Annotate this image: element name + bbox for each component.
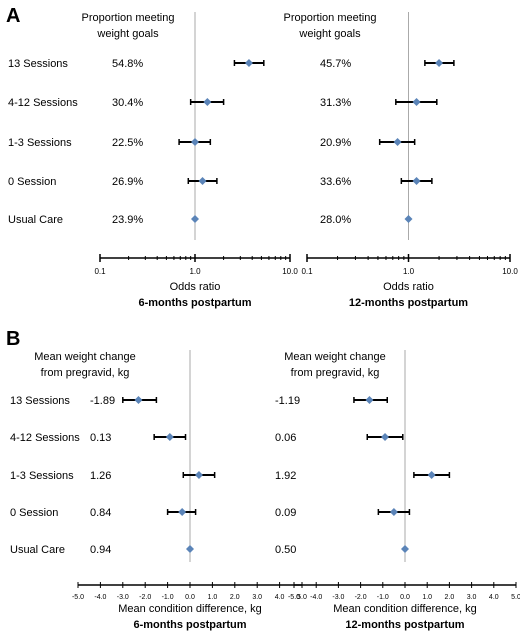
chart-3-estimate-marker (186, 545, 194, 553)
chart-1-row-value: 30.4% (112, 97, 143, 109)
chart-1-x-axis-label: Odds ratio (170, 281, 221, 293)
chart-3-estimate-marker (194, 471, 203, 479)
chart-4-column-header-line: Mean weight change (284, 351, 386, 363)
chart-3-x-tick-label: -1.0 (162, 594, 174, 601)
chart-4-x-tick-label: 3.0 (467, 594, 477, 601)
chart-4-estimate-marker (365, 396, 374, 404)
chart-3-x-tick-label: 2.0 (230, 594, 240, 601)
chart-3-x-axis-label: Mean condition difference, kg (118, 603, 262, 615)
chart-1-panel-title: 6-months postpartum (138, 297, 251, 309)
chart-2-estimate-marker (412, 177, 421, 185)
chart-3-estimate-marker (178, 508, 187, 516)
chart-3-panel-title: 6-months postpartum (133, 619, 246, 631)
chart-4-estimate-marker (427, 471, 436, 479)
chart-1-x-tick-label: 1.0 (189, 267, 201, 276)
chart-1-row-value: 23.9% (112, 214, 143, 226)
chart-4-panel-title: 12-months postpartum (345, 619, 464, 631)
chart-3-row-value: 0.94 (90, 544, 111, 556)
chart-4-row-value: 0.06 (275, 432, 296, 444)
chart-2-column-header-line: Proportion meeting (284, 12, 377, 24)
chart-3-x-tick-label: -4.0 (94, 594, 106, 601)
chart-1-row-label: 4-12 Sessions (8, 97, 78, 109)
chart-4-x-tick-label: -1.0 (377, 594, 389, 601)
chart-1-row-value: 54.8% (112, 58, 143, 70)
chart-2-row-value: 28.0% (320, 214, 351, 226)
chart-1-column-header-line: weight goals (96, 28, 159, 40)
chart-1-estimate-marker (191, 215, 199, 223)
chart-1-row-value: 26.9% (112, 176, 143, 188)
chart-4-estimate-marker (401, 545, 409, 553)
chart-3-x-tick-label: -2.0 (139, 594, 151, 601)
chart-4-estimate-marker (389, 508, 398, 516)
chart-3-row-value: 0.84 (90, 507, 111, 519)
chart-1-x-tick-label: 0.1 (94, 267, 106, 276)
chart-4-x-tick-label: -2.0 (355, 594, 367, 601)
chart-3-x-tick-label: 3.0 (252, 594, 262, 601)
chart-3-row-label: Usual Care (10, 544, 65, 556)
chart-3-row-value: 0.13 (90, 432, 111, 444)
chart-2-panel-title: 12-months postpartum (349, 297, 468, 309)
chart-3-row-label: 13 Sessions (10, 395, 70, 407)
chart-4-x-tick-label: 0.0 (400, 594, 410, 601)
chart-4-x-tick-label: 1.0 (422, 594, 432, 601)
chart-3-column-header-line: Mean weight change (34, 351, 136, 363)
chart-2-column-header-line: weight goals (298, 28, 361, 40)
chart-2-row-value: 31.3% (320, 97, 351, 109)
chart-3-column-header-line: from pregravid, kg (41, 367, 130, 379)
chart-4-x-tick-label: -5.0 (288, 594, 300, 601)
chart-4-estimate-marker (381, 433, 390, 441)
chart-3-x-tick-label: 0.0 (185, 594, 195, 601)
chart-3-row-value: -1.89 (90, 395, 115, 407)
chart-3-row-value: 1.26 (90, 470, 111, 482)
chart-3-estimate-marker (165, 433, 174, 441)
chart-2-row-value: 20.9% (320, 137, 351, 149)
panel-b-letter: B (6, 328, 20, 350)
chart-4-x-axis-label: Mean condition difference, kg (333, 603, 477, 615)
chart-2-estimate-marker (412, 98, 421, 106)
chart-4-column-header-line: from pregravid, kg (291, 367, 380, 379)
chart-1-estimate-marker (191, 138, 199, 146)
chart-1-x-tick-label: 10.0 (282, 267, 298, 276)
chart-1-estimate-marker (203, 98, 212, 106)
chart-panels: Proportion meeting weight goals 13 Session… (8, 12, 520, 631)
chart-1-estimate-marker (244, 59, 253, 67)
chart-3-row-label: 4-12 Sessions (10, 432, 80, 444)
chart-4-x-tick-label: -3.0 (332, 594, 344, 601)
chart-3-x-tick-label: -3.0 (117, 594, 129, 601)
chart-2-x-tick-label: 0.1 (301, 267, 313, 276)
chart-1-column-header-line: Proportion meeting (82, 12, 175, 24)
chart-2-row-value: 33.6% (320, 176, 351, 188)
chart-4-x-tick-label: -4.0 (310, 594, 322, 601)
chart-1-row-label: Usual Care (8, 214, 63, 226)
chart-2-estimate-marker (393, 138, 402, 146)
chart-1-row-label: 0 Session (8, 176, 56, 188)
chart-3-x-tick-label: 5.0 (297, 594, 307, 601)
chart-1-row-label: 1-3 Sessions (8, 137, 72, 149)
chart-3-x-tick-label: 4.0 (275, 594, 285, 601)
chart-2-estimate-marker (404, 215, 413, 223)
chart-2-x-tick-label: 10.0 (502, 267, 518, 276)
chart-2-row-value: 45.7% (320, 58, 351, 70)
chart-1-row-label: 13 Sessions (8, 58, 68, 70)
chart-3-estimate-marker (134, 396, 143, 404)
chart-1-estimate-marker (198, 177, 207, 185)
chart-4-row-value: -1.19 (275, 395, 300, 407)
chart-3-x-tick-label: 1.0 (208, 594, 218, 601)
chart-2-x-tick-label: 1.0 (403, 267, 415, 276)
chart-4-row-value: 1.92 (275, 470, 296, 482)
chart-4-x-tick-label: 5.0 (511, 594, 520, 601)
chart-4-x-tick-label: 4.0 (489, 594, 499, 601)
panel-a-letter: A (6, 5, 20, 27)
chart-4-row-value: 0.09 (275, 507, 296, 519)
chart-1-row-value: 22.5% (112, 137, 143, 149)
chart-3-row-label: 0 Session (10, 507, 58, 519)
chart-4-x-tick-label: 2.0 (445, 594, 455, 601)
chart-3-x-tick-label: -5.0 (72, 594, 84, 601)
chart-3-row-label: 1-3 Sessions (10, 470, 74, 482)
chart-4-row-value: 0.50 (275, 544, 296, 556)
chart-2-estimate-marker (435, 59, 444, 67)
chart-2-x-axis-label: Odds ratio (383, 281, 434, 293)
